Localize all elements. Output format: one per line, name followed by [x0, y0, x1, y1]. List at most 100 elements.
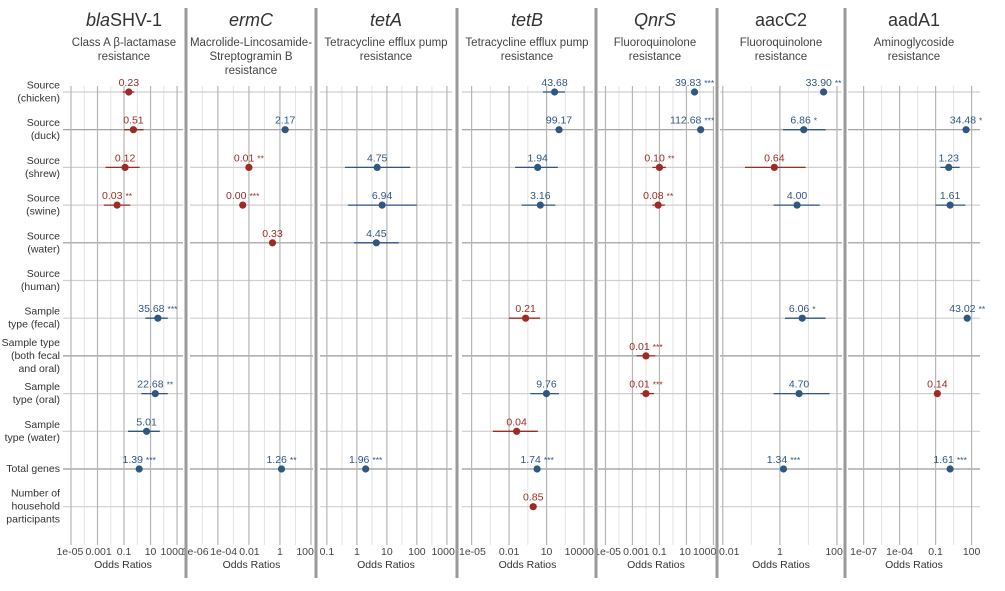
row-label-line: (shrew) — [25, 168, 60, 180]
point-estimate — [154, 314, 162, 322]
x-axis-label: Odds Ratios — [752, 559, 810, 571]
x-tick-label: 1e-07 — [850, 546, 877, 558]
estimate: 0.64 — [744, 152, 806, 171]
row-label-line: household — [12, 501, 61, 513]
row-label-line: (human) — [21, 281, 60, 293]
odds-ratio-label: 9.76 — [536, 379, 557, 391]
significance-stars: *** — [249, 191, 260, 201]
estimate: 99.17 — [546, 115, 572, 134]
x-tick-label: 0.1 — [320, 546, 335, 558]
panel-title: blaSHV-1 — [86, 10, 162, 30]
row-label-line: (both fecal — [11, 350, 60, 362]
x-tick-label: 100 — [408, 546, 426, 558]
point-estimate — [142, 427, 151, 435]
odds-ratio-label: 1.74 *** — [520, 454, 554, 466]
point-estimate — [798, 314, 806, 322]
panel-subtitle: resistance — [888, 51, 940, 63]
panel-subtitle: Streptogramin B — [209, 51, 292, 63]
x-tick-label: 0.001 — [623, 546, 649, 558]
estimate: 1.94 — [515, 152, 558, 171]
estimate: 1.39 *** — [122, 454, 157, 473]
x-tick-label: 10 — [381, 546, 393, 558]
row-label-line: Sample — [24, 419, 60, 431]
estimate: 43.68 — [541, 77, 568, 96]
odds-ratio-value: 0.64 — [764, 152, 785, 164]
odds-ratio-value: 4.45 — [366, 228, 387, 240]
odds-ratio-value: 0.00 — [226, 190, 247, 202]
odds-ratio-label: 3.16 — [530, 190, 551, 202]
estimate: 112.68 *** — [670, 115, 715, 134]
estimate: 1.96 *** — [349, 454, 383, 473]
odds-ratio-value: 4.70 — [789, 379, 810, 391]
odds-ratio-label: 1.94 — [527, 152, 548, 164]
point-estimate — [373, 163, 381, 171]
estimate: 1.74 *** — [520, 454, 554, 473]
odds-ratio-label: 22.68 ** — [137, 379, 174, 391]
point-estimate — [555, 126, 563, 134]
point-estimate — [795, 390, 803, 398]
row-label-line: Sample — [24, 306, 60, 318]
panel-7: aadA1 Aminoglycoside resistance 1e-07 1e-04 0… — [848, 10, 986, 571]
odds-ratio-value: 0.04 — [506, 416, 527, 428]
panel-subtitle: resistance — [629, 51, 681, 63]
panel-title: tetB — [511, 10, 543, 30]
estimate: 22.68 ** — [137, 379, 174, 398]
estimate: 1.23 — [938, 152, 960, 171]
x-tick-label: 0.01 — [499, 546, 520, 558]
odds-ratio-value: 1.61 — [940, 190, 961, 202]
panel-3: tetA Tetracycline efflux pump resistance 0.… — [320, 10, 455, 571]
x-tick-label: 100 — [825, 546, 843, 558]
odds-ratio-value: 0.51 — [123, 115, 144, 127]
point-estimate — [513, 427, 521, 435]
estimate: 0.10 ** — [644, 152, 675, 171]
estimate: 6.86 * — [783, 115, 826, 134]
point-estimate — [793, 201, 801, 209]
row-label-line: Number of — [11, 488, 60, 500]
row-label-line: Sample — [24, 381, 60, 393]
odds-ratio-value: 1.94 — [527, 152, 548, 164]
odds-ratio-value: 9.76 — [536, 379, 557, 391]
odds-ratio-value: 1.39 — [122, 454, 143, 466]
significance-stars: ** — [125, 191, 132, 201]
row-label-line: participants — [6, 514, 60, 526]
estimate: 3.16 — [521, 190, 556, 209]
odds-ratio-value: 0.21 — [515, 303, 536, 315]
panel-title: tetA — [370, 10, 402, 30]
x-tick-label: 0.1 — [117, 546, 132, 558]
point-estimate — [121, 163, 129, 171]
point-estimate — [697, 126, 705, 134]
significance-stars: *** — [653, 380, 664, 390]
odds-ratio-label: 0.01 *** — [629, 379, 663, 391]
odds-ratio-value: 4.75 — [367, 152, 388, 164]
x-tick-label: 1000 — [431, 546, 455, 558]
estimate: 33.90 ** — [806, 77, 843, 96]
odds-ratio-label: 39.83 *** — [675, 77, 715, 89]
odds-ratio-value: 0.10 — [644, 152, 665, 164]
odds-ratio-label: 0.21 — [515, 303, 536, 315]
estimate: 0.51 — [123, 115, 144, 134]
x-axis-label: Odds Ratios — [627, 559, 685, 571]
point-estimate — [277, 465, 286, 473]
estimate: 39.83 *** — [675, 77, 715, 96]
point-estimate — [245, 163, 253, 171]
x-tick-label: 1e-05 — [594, 546, 621, 558]
odds-ratio-value: 6.86 — [790, 115, 811, 127]
row-label-line: and oral) — [19, 363, 60, 375]
x-tick-label: 1e-04 — [210, 546, 237, 558]
point-estimate — [281, 126, 289, 134]
point-estimate — [534, 163, 542, 171]
odds-ratio-label: 0.00 *** — [226, 190, 260, 202]
row-label: Source(chicken) — [17, 80, 60, 105]
point-estimate — [654, 201, 662, 209]
estimate: 0.12 — [105, 152, 140, 171]
gene-name-italic: bla — [86, 10, 110, 30]
odds-ratio-value: 1.74 — [520, 454, 541, 466]
estimate: 0.04 — [492, 416, 538, 435]
odds-ratio-label: 33.90 ** — [806, 77, 843, 89]
x-tick-label: 1e-05 — [56, 546, 83, 558]
x-tick-label: 0.01 — [719, 546, 740, 558]
